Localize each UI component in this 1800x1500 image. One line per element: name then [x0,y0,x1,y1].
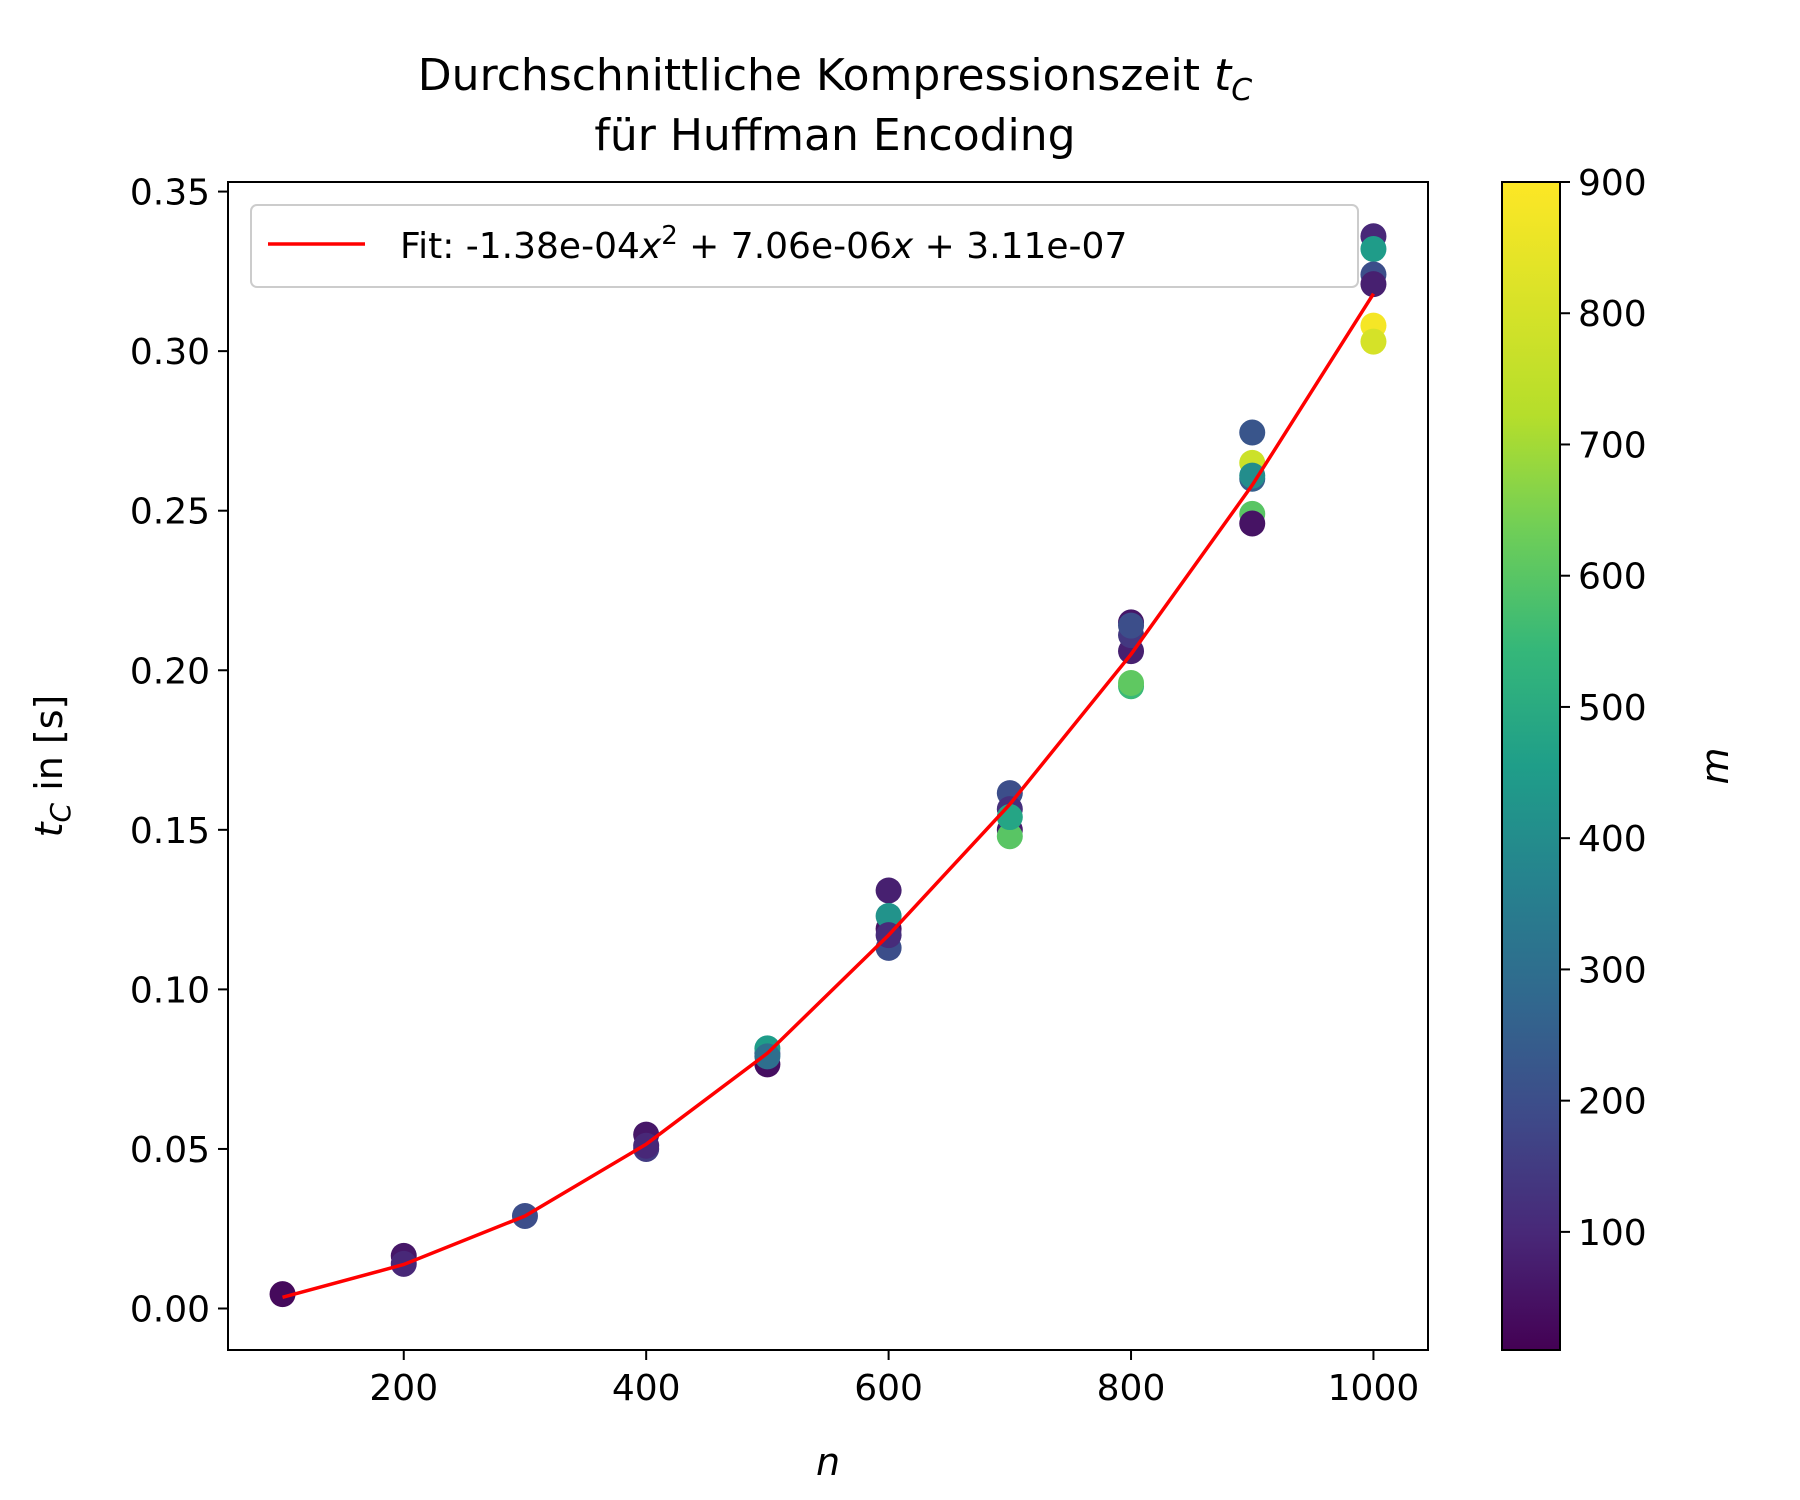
data-point [996,804,1023,831]
data-point [1239,510,1266,537]
x-axis-label: n [816,1440,840,1484]
colorbar-tick-label: 500 [1578,688,1647,729]
chart-title-line2: für Huffman Encoding [594,110,1075,161]
data-point [875,877,902,904]
x-tick-label: 400 [612,1368,681,1409]
legend: Fit: -1.38e-04x2 + 7.06e-06x + 3.11e-07 [250,204,1359,288]
y-axis-label-var: t [27,820,71,837]
y-tick-label: 0.15 [130,811,210,852]
colorbar-tick-label: 200 [1578,1082,1647,1123]
colorbar-tick-label: 600 [1578,557,1647,598]
x-tick-label: 600 [854,1368,923,1409]
colorbar [1501,181,1561,1351]
colorbar-tick-label: 100 [1578,1213,1647,1254]
colorbar-tick-label: 400 [1578,819,1647,860]
legend-x2: x [639,226,662,267]
legend-label: Fit: -1.38e-04x2 + 7.06e-06x + 3.11e-07 [400,221,1127,267]
y-axis-ticks: 0.00 0.05 0.10 0.15 0.20 0.25 0.30 0.35 [130,173,228,1331]
legend-box [250,204,1359,288]
x-axis-ticks: 200 400 600 800 1000 [369,1350,1419,1409]
y-axis-label-rest: in [s] [27,695,71,803]
legend-mid: + 7.06e-06 [678,226,892,267]
y-tick-label: 0.30 [130,332,210,373]
data-point [1118,670,1145,697]
legend-prefix: Fit: -1.38e-04 [400,226,640,267]
data-point [754,1043,781,1070]
chart-title-var: t [1214,50,1233,101]
colorbar-label: m [1693,747,1737,784]
data-point [1360,328,1387,355]
colorbar-ticks: 100 200 300 400 500 600 700 800 900 [1560,163,1647,1254]
plot-area [227,181,1429,1351]
colorbar-tick-label: 900 [1578,163,1647,204]
fit-line [282,292,1375,1299]
y-tick-label: 0.10 [130,970,210,1011]
y-axis-label: tC in [s] [27,695,77,838]
colorbar-tick-label: 800 [1578,294,1647,335]
data-point [1239,462,1266,489]
legend-exp: 2 [661,221,678,251]
colorbar-tick-label: 700 [1578,425,1647,466]
data-point [996,823,1023,850]
x-tick-label: 200 [369,1368,438,1409]
data-point [1239,419,1266,446]
y-tick-label: 0.00 [130,1290,210,1331]
data-point [875,902,902,929]
data-point [1360,271,1387,298]
y-tick-label: 0.25 [130,492,210,533]
x-tick-label: 800 [1097,1368,1166,1409]
chart-title-text: Durchschnittliche Kompressionszeit [418,50,1214,101]
chart-title-line1: Durchschnittliche Kompressionszeit tC [418,50,1252,108]
legend-x1: x [891,226,914,267]
data-point [1360,236,1387,263]
legend-suffix: + 3.11e-07 [913,226,1127,267]
x-tick-label: 1000 [1328,1368,1420,1409]
colorbar-tick-label: 300 [1578,950,1647,991]
y-axis-label-sub: C [44,802,77,822]
data-point [1118,612,1145,639]
y-tick-label: 0.35 [130,173,210,214]
chart-title-sub: C [1231,73,1252,108]
y-tick-label: 0.05 [130,1130,210,1171]
y-tick-label: 0.20 [130,651,210,692]
data-point [269,1281,296,1308]
